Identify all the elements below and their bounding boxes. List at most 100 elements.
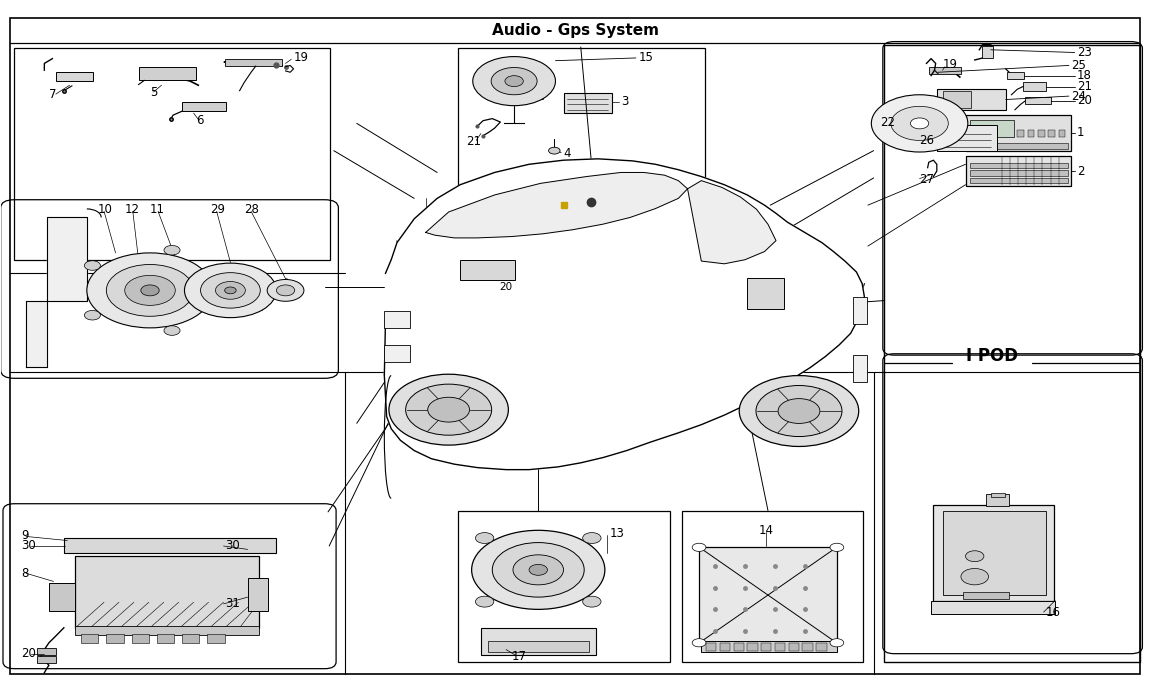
Bar [76, 556, 259, 628]
Circle shape [267, 279, 304, 301]
Bar [706, 643, 716, 651]
Bar [702, 641, 837, 652]
Bar [991, 493, 1005, 497]
Bar [460, 260, 515, 280]
Circle shape [911, 118, 929, 129]
Bar [481, 628, 596, 655]
Bar [138, 68, 196, 80]
Text: 30: 30 [22, 540, 36, 553]
Text: 20: 20 [22, 647, 37, 660]
Bar [1038, 130, 1045, 137]
Bar [488, 641, 589, 652]
Circle shape [830, 543, 844, 551]
Circle shape [389, 374, 508, 445]
Text: 19: 19 [552, 186, 566, 197]
Text: 10: 10 [98, 204, 112, 217]
Bar [15, 48, 330, 260]
Bar [224, 59, 282, 66]
Bar [720, 643, 730, 651]
Circle shape [529, 564, 547, 575]
Circle shape [224, 287, 236, 294]
Polygon shape [688, 180, 776, 264]
Circle shape [215, 281, 245, 299]
Bar [82, 634, 99, 643]
Text: 24: 24 [1071, 89, 1087, 102]
Text: 9: 9 [22, 529, 29, 542]
Circle shape [475, 596, 493, 607]
Bar [699, 547, 837, 643]
Circle shape [475, 533, 493, 544]
Polygon shape [384, 159, 865, 470]
Bar [1058, 130, 1065, 137]
Bar [932, 600, 1055, 614]
Text: 25: 25 [1071, 59, 1086, 72]
Circle shape [84, 261, 100, 270]
Bar [76, 626, 259, 635]
Bar [964, 592, 1010, 599]
Bar [971, 171, 1067, 176]
Circle shape [164, 326, 181, 335]
Text: 12: 12 [124, 204, 140, 217]
Bar [943, 510, 1046, 595]
Circle shape [583, 533, 601, 544]
Circle shape [276, 285, 294, 296]
Text: 11: 11 [150, 204, 164, 217]
Bar [458, 48, 705, 240]
Bar [1026, 98, 1051, 104]
Bar [207, 634, 224, 643]
Circle shape [891, 107, 949, 141]
Text: 6: 6 [196, 114, 204, 127]
Circle shape [692, 639, 706, 647]
Circle shape [491, 68, 537, 95]
Bar [966, 115, 1071, 151]
Polygon shape [26, 217, 87, 367]
Circle shape [200, 273, 260, 308]
Bar [384, 345, 409, 362]
Circle shape [961, 568, 989, 585]
Bar [971, 143, 1067, 149]
Circle shape [473, 57, 555, 106]
Circle shape [164, 245, 181, 255]
Bar [182, 634, 199, 643]
Text: 30: 30 [224, 540, 239, 553]
Bar [748, 643, 758, 651]
Text: 29: 29 [209, 204, 224, 217]
Bar [1007, 72, 1025, 79]
Bar [56, 72, 93, 81]
Bar [943, 92, 972, 108]
Bar [971, 120, 1014, 137]
Bar [38, 656, 56, 663]
Circle shape [830, 639, 844, 647]
Circle shape [184, 263, 276, 318]
Bar [247, 578, 268, 611]
Text: 28: 28 [244, 204, 259, 217]
Bar [853, 355, 867, 382]
Circle shape [87, 253, 213, 328]
Bar [966, 156, 1071, 186]
Text: I POD: I POD [966, 348, 1018, 365]
Bar [925, 121, 938, 126]
Bar [929, 68, 961, 74]
Circle shape [779, 399, 820, 423]
Bar [982, 46, 994, 58]
Bar [971, 163, 1067, 169]
Bar [458, 510, 670, 662]
Circle shape [692, 543, 706, 551]
Circle shape [505, 76, 523, 87]
Circle shape [428, 398, 469, 422]
Bar [156, 634, 174, 643]
Text: 21: 21 [466, 135, 481, 148]
Circle shape [549, 148, 560, 154]
Text: 18: 18 [1076, 69, 1091, 82]
Text: 23: 23 [1076, 46, 1091, 59]
Bar [803, 643, 813, 651]
Bar [1049, 130, 1055, 137]
Text: 2: 2 [1076, 165, 1084, 178]
Text: 17: 17 [512, 650, 527, 663]
Text: 16: 16 [1046, 607, 1061, 619]
Text: 22: 22 [881, 116, 896, 129]
Circle shape [583, 596, 601, 607]
Bar [971, 178, 1067, 183]
Bar [1028, 130, 1035, 137]
Bar [761, 643, 772, 651]
